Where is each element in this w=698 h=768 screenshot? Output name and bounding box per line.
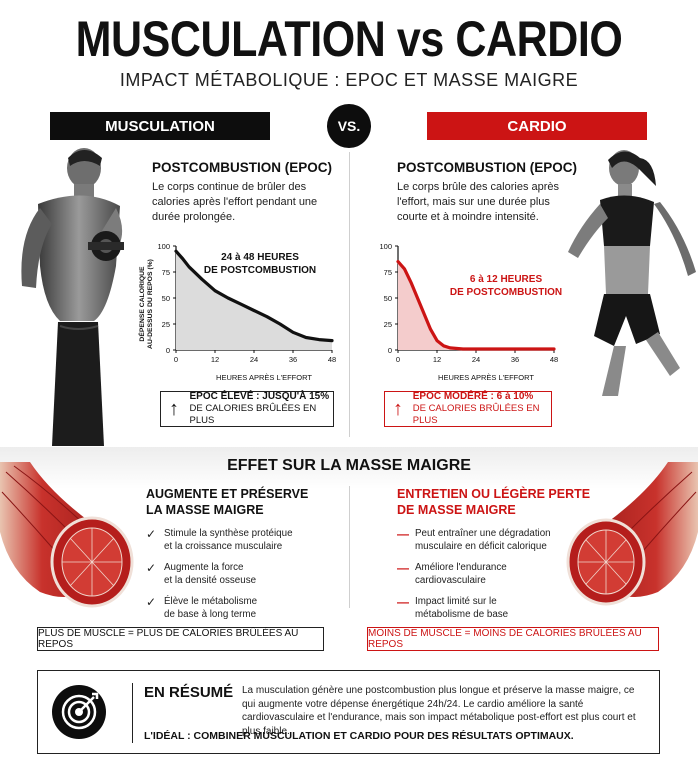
musculation-chart-annotation-1: 24 à 48 HEURES (221, 252, 299, 263)
y-tick-label: 0 (166, 346, 170, 355)
x-tick-label: 12 (433, 355, 441, 364)
x-tick-label: 24 (250, 355, 258, 364)
summary-title: EN RÉSUMÉ (144, 684, 234, 701)
list-item-line: et la croissance musculaire (164, 540, 283, 552)
cardio-epoc-text: Le corps brûle des calories après l'effo… (397, 181, 560, 223)
check-icon: ✓ (146, 561, 157, 575)
x-tick-label: 36 (511, 355, 519, 364)
page-subtitle: IMPACT MÉTABOLIQUE : EPOC ET MASSE MAIGR… (119, 70, 579, 90)
bodybuilder-illustration (21, 148, 124, 446)
cardio-epoc-detail: DE CALORIES BRÛLÉES EN PLUS (412, 403, 540, 426)
y-tick-label: 100 (379, 242, 392, 251)
x-tick-label: 12 (211, 355, 219, 364)
list-item: — Impact limité sur le métabolisme de bas… (397, 596, 567, 621)
left-benefits-list: ✓ Stimule la synthèse protéique et la cro… (146, 528, 336, 630)
y-tick-label: 50 (162, 294, 170, 303)
right-rule-box: MOINS DE MUSCLE = MOINS DE CALORIES BRÛL… (367, 627, 659, 651)
x-tick-label: 48 (328, 355, 336, 364)
right-lean-heading-line2: DE MASSE MAIGRE (397, 503, 516, 517)
list-item-line: Stimule la synthèse protéique (164, 528, 293, 539)
y-tick-label: 100 (157, 242, 170, 251)
dash-icon: — (397, 527, 409, 541)
musculation-banner: MUSCULATION (50, 112, 270, 140)
cardio-chart-annotation-1: 6 à 12 HEURES (470, 274, 543, 285)
musculation-epoc-chart: 0 25 50 75 100 0 12 24 36 48 HEURES APRÈS L'EFFORT… (137, 242, 336, 382)
series-line (396, 260, 556, 351)
dash-icon: — (397, 595, 409, 609)
arrow-up-icon: ↑ (393, 397, 403, 420)
cardio-epoc-heading: POSTCOMBUSTION (EPOC) (397, 160, 578, 175)
target-icon (52, 685, 106, 739)
list-item-line: de base à long terme (164, 608, 257, 620)
y-axis-label: AU-DESSUS DU REPOS (%) (147, 259, 154, 349)
series-line (174, 249, 334, 343)
runner-illustration (568, 150, 696, 396)
check-icon: ✓ (146, 595, 157, 609)
y-tick-label: 75 (384, 268, 392, 277)
left-lean-heading-line1: AUGMENTE ET PRÉSERVE (146, 487, 309, 501)
cardio-chart-annotation-2: DE POSTCOMBUSTION (450, 287, 562, 298)
list-item: ✓ Augmente la force et la densité osseuse (146, 562, 336, 587)
list-item-line: Augmente la force (164, 562, 244, 573)
musculation-epoc-value: EPOC ÉLEVÉ : JUSQU'À 15% (189, 391, 330, 402)
muscle-illustration-left (0, 462, 134, 608)
x-axis-label: HEURES APRÈS L'EFFORT (438, 373, 534, 382)
musculation-epoc-box: ↑ EPOC ÉLEVÉ : JUSQU'À 15% DE CALORIES B… (160, 391, 334, 427)
cardio-epoc-chart: 0 25 50 75 100 0 12 24 36 48 HEURES APRÈS L'EFFORT… (379, 242, 562, 382)
column-divider-top (349, 152, 350, 437)
right-lean-heading: ENTRETIEN OU LÉGÈRE PERTE DE MASSE MAIGR… (397, 486, 590, 518)
page-title: MUSCULATION vs CARDIO (75, 11, 623, 67)
musculation-epoc-detail: DE CALORIES BRÛLÉES EN PLUS (189, 403, 317, 426)
x-tick-label: 0 (174, 355, 178, 364)
y-tick-label: 0 (388, 346, 392, 355)
left-rule-box: PLUS DE MUSCLE = PLUS DE CALORIES BRÛLÉE… (37, 627, 324, 651)
left-lean-heading: AUGMENTE ET PRÉSERVE LA MASSE MAIGRE (146, 486, 308, 518)
list-item-line: Impact limité sur le (415, 596, 497, 607)
list-item: ✓ Élève le métabolisme de base à long ter… (146, 596, 336, 621)
summary-separator (132, 683, 133, 743)
summary-box: EN RÉSUMÉ La musculation génère une post… (37, 670, 660, 754)
check-icon: ✓ (146, 527, 157, 541)
lean-mass-title: EFFET SUR LA MASSE MAIGRE (227, 457, 471, 474)
list-item: — Peut entraîner une dégradation musculai… (397, 528, 567, 553)
dash-icon: — (397, 561, 409, 575)
vs-badge: VS. (327, 104, 371, 148)
y-tick-label: 25 (384, 320, 392, 329)
musculation-epoc-text: Le corps continue de brûler des calories… (152, 181, 318, 223)
x-tick-label: 36 (289, 355, 297, 364)
cardio-epoc-value: EPOC MODÉRÉ : 6 à 10% (412, 391, 534, 402)
series-area (176, 251, 332, 350)
musculation-chart-annotation-2: DE POSTCOMBUSTION (204, 265, 316, 276)
list-item-line: cardiovasculaire (415, 574, 486, 586)
list-item: — Améliore l'endurance cardiovasculaire (397, 562, 567, 587)
y-tick-label: 50 (384, 294, 392, 303)
list-item-line: métabolisme de base (415, 608, 509, 620)
series-area (398, 261, 554, 350)
x-axis-label: HEURES APRÈS L'EFFORT (216, 373, 312, 382)
x-tick-label: 0 (396, 355, 400, 364)
list-item: ✓ Stimule la synthèse protéique et la cro… (146, 528, 336, 553)
right-lean-heading-line1: ENTRETIEN OU LÉGÈRE PERTE (397, 487, 591, 501)
x-tick-label: 24 (472, 355, 480, 364)
list-item-line: et la densité osseuse (164, 574, 257, 586)
summary-text: La musculation génère une postcombustion… (242, 685, 636, 737)
list-item-line: musculaire en déficit calorique (415, 540, 547, 552)
y-tick-label: 25 (162, 320, 170, 329)
list-item-line: Élève le métabolisme (164, 596, 258, 607)
right-effects-list: — Peut entraîner une dégradation musculai… (397, 528, 567, 630)
column-divider-bottom (349, 486, 350, 608)
muscle-illustration-right (566, 462, 698, 606)
list-item-line: Améliore l'endurance (415, 562, 507, 573)
list-item-line: Peut entraîner une dégradation (415, 528, 551, 539)
cardio-epoc-box: ↑ EPOC MODÉRÉ : 6 à 10% DE CALORIES BRÛL… (384, 391, 552, 427)
arrow-up-icon: ↑ (169, 397, 179, 420)
cardio-banner: CARDIO (427, 112, 647, 140)
summary-ideal: L'IDÉAL : COMBINER MUSCULATION ET CARDIO… (144, 730, 574, 742)
musculation-epoc-heading: POSTCOMBUSTION (EPOC) (152, 160, 333, 175)
left-lean-heading-line2: LA MASSE MAIGRE (146, 503, 264, 517)
lean-mass-band (0, 447, 698, 489)
y-axis-label: DÉPENSE CALORIQUE (137, 266, 146, 342)
x-tick-label: 48 (550, 355, 558, 364)
y-tick-label: 75 (162, 268, 170, 277)
